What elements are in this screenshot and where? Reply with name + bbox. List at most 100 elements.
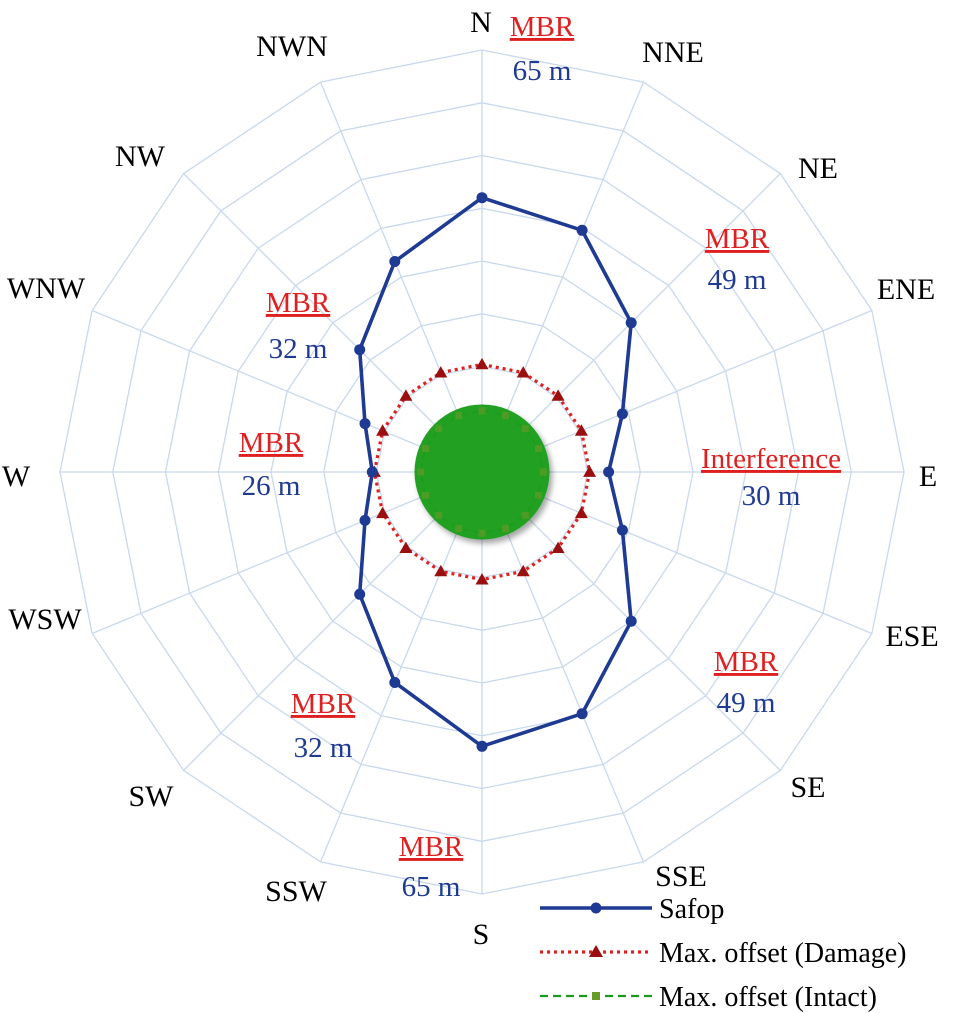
direction-label-ssw: SSW xyxy=(265,875,327,908)
series-0-point-nwn xyxy=(389,256,401,267)
series-2-point-wnw xyxy=(422,445,429,453)
series-0-point-sw xyxy=(354,588,366,600)
annotation-7: MBR 32 m xyxy=(291,688,356,764)
direction-label-ene: ENE xyxy=(877,273,935,306)
direction-label-sse: SSE xyxy=(655,860,707,893)
annotation-value: 32 m xyxy=(294,732,353,764)
direction-label-nw: NW xyxy=(115,140,166,173)
annotation-value: 26 m xyxy=(242,470,301,502)
series-0-point-ssw xyxy=(389,677,401,688)
intact-zone-disk xyxy=(414,404,550,540)
series-1-point-nne xyxy=(516,366,530,378)
legend-item-0: Safop xyxy=(540,894,724,925)
grid-spoke-wnw xyxy=(91,309,483,473)
legend-item-2: Max. offset (Intact) xyxy=(540,982,877,1013)
legend-marker xyxy=(590,902,602,914)
annotation-4: MBR 65 m xyxy=(399,831,464,903)
series-0-point-s xyxy=(476,740,488,752)
series-0-point-wsw xyxy=(359,514,371,526)
series-2-point-sse xyxy=(501,525,509,532)
series-2-point-w xyxy=(417,468,425,476)
legend-label: Safop xyxy=(659,894,724,925)
legend: Safop Max. offset (Damage) Max. offset (In… xyxy=(540,894,907,1013)
direction-label-w: W xyxy=(2,460,31,493)
annotation-title: MBR xyxy=(705,223,770,255)
series-0-point-n xyxy=(476,192,488,204)
legend-marker xyxy=(589,945,603,957)
annotation-value: 65 m xyxy=(513,55,572,87)
series-1-point-sse xyxy=(516,564,530,577)
series-1-point-wnw xyxy=(376,424,390,436)
annotation-6: MBR 26 m xyxy=(239,427,304,502)
legend-item-1: Max. offset (Damage) xyxy=(540,938,907,969)
annotation-title: Interference xyxy=(701,443,841,475)
grid-spoke-sw xyxy=(183,471,483,771)
series-2-point-se xyxy=(521,511,529,519)
direction-label-sw: SW xyxy=(129,780,175,813)
series-0-point-ese xyxy=(616,524,628,536)
annotation-value: 32 m xyxy=(269,333,328,365)
grid-spoke-nwn xyxy=(319,81,483,473)
series-1-point-wsw xyxy=(376,506,390,519)
grid-spoke-wsw xyxy=(91,471,483,635)
grid-spoke-ese xyxy=(481,471,873,635)
annotation-5: MBR 32 m xyxy=(266,287,331,365)
series-2-point-nwn xyxy=(455,412,463,419)
annotation-title: MBR xyxy=(399,831,464,863)
direction-labels: N NNE NE ENE E ESE SE SSE S SSW SW WSW W WNW NW NWN xyxy=(2,6,939,951)
annotation-title: MBR xyxy=(510,11,575,43)
series-1-point-ne xyxy=(551,389,565,401)
series-1-point-s xyxy=(475,573,489,585)
annotation-value: 30 m xyxy=(742,480,801,512)
grid-spoke-sse xyxy=(481,471,645,863)
series-layer xyxy=(354,192,637,752)
series-2-point-nne xyxy=(501,412,509,419)
series-1-point-n xyxy=(475,357,489,370)
legend-marker xyxy=(592,992,600,1000)
annotation-title: MBR xyxy=(266,287,331,319)
series-0-point-e xyxy=(603,466,615,478)
series-2-point-ssw xyxy=(455,525,463,532)
direction-label-wnw: WNW xyxy=(7,272,86,305)
intact-disk xyxy=(414,404,550,540)
series-0-point-nne xyxy=(576,224,588,236)
annotation-3: MBR 49 m xyxy=(714,646,779,719)
series-2-point-e xyxy=(539,468,547,476)
series-2-point-nw xyxy=(435,425,443,433)
series-2 xyxy=(417,407,547,537)
series-2-point-sw xyxy=(435,511,443,519)
direction-label-n: N xyxy=(470,6,492,39)
series-0-point-w xyxy=(366,466,378,478)
annotation-2: Interference 30 m xyxy=(701,443,841,512)
legend-label: Max. offset (Damage) xyxy=(659,938,907,969)
series-1-point-se xyxy=(551,541,565,553)
grid-spoke-ssw xyxy=(319,471,483,863)
series-1-point-nwn xyxy=(434,366,448,378)
series-0-point-nw xyxy=(354,344,366,356)
annotation-title: MBR xyxy=(291,688,356,720)
grid-spoke-nne xyxy=(481,81,645,473)
annotation-value: 65 m xyxy=(402,871,461,903)
series-1-point-sw xyxy=(399,541,413,553)
radar-grid xyxy=(59,49,905,895)
direction-label-nne: NNE xyxy=(642,36,704,69)
series-2-point-wsw xyxy=(422,491,429,499)
direction-label-s: S xyxy=(473,918,490,951)
annotation-value: 49 m xyxy=(708,264,767,296)
direction-label-e: E xyxy=(919,460,937,493)
direction-label-ese: ESE xyxy=(885,620,938,653)
series-2-point-ne xyxy=(521,425,529,433)
series-1 xyxy=(367,357,597,585)
direction-label-se: SE xyxy=(790,771,825,804)
series-2-point-ene xyxy=(535,445,542,453)
series-2-point-ese xyxy=(535,491,542,499)
series-0-point-wnw xyxy=(359,418,371,430)
series-2-point-n xyxy=(478,407,486,415)
series-0-point-ene xyxy=(616,408,628,420)
legend-label: Max. offset (Intact) xyxy=(659,982,877,1013)
annotation-0: MBR 65 m xyxy=(510,11,575,87)
annotation-title: MBR xyxy=(239,427,304,459)
series-line-2 xyxy=(419,409,545,535)
